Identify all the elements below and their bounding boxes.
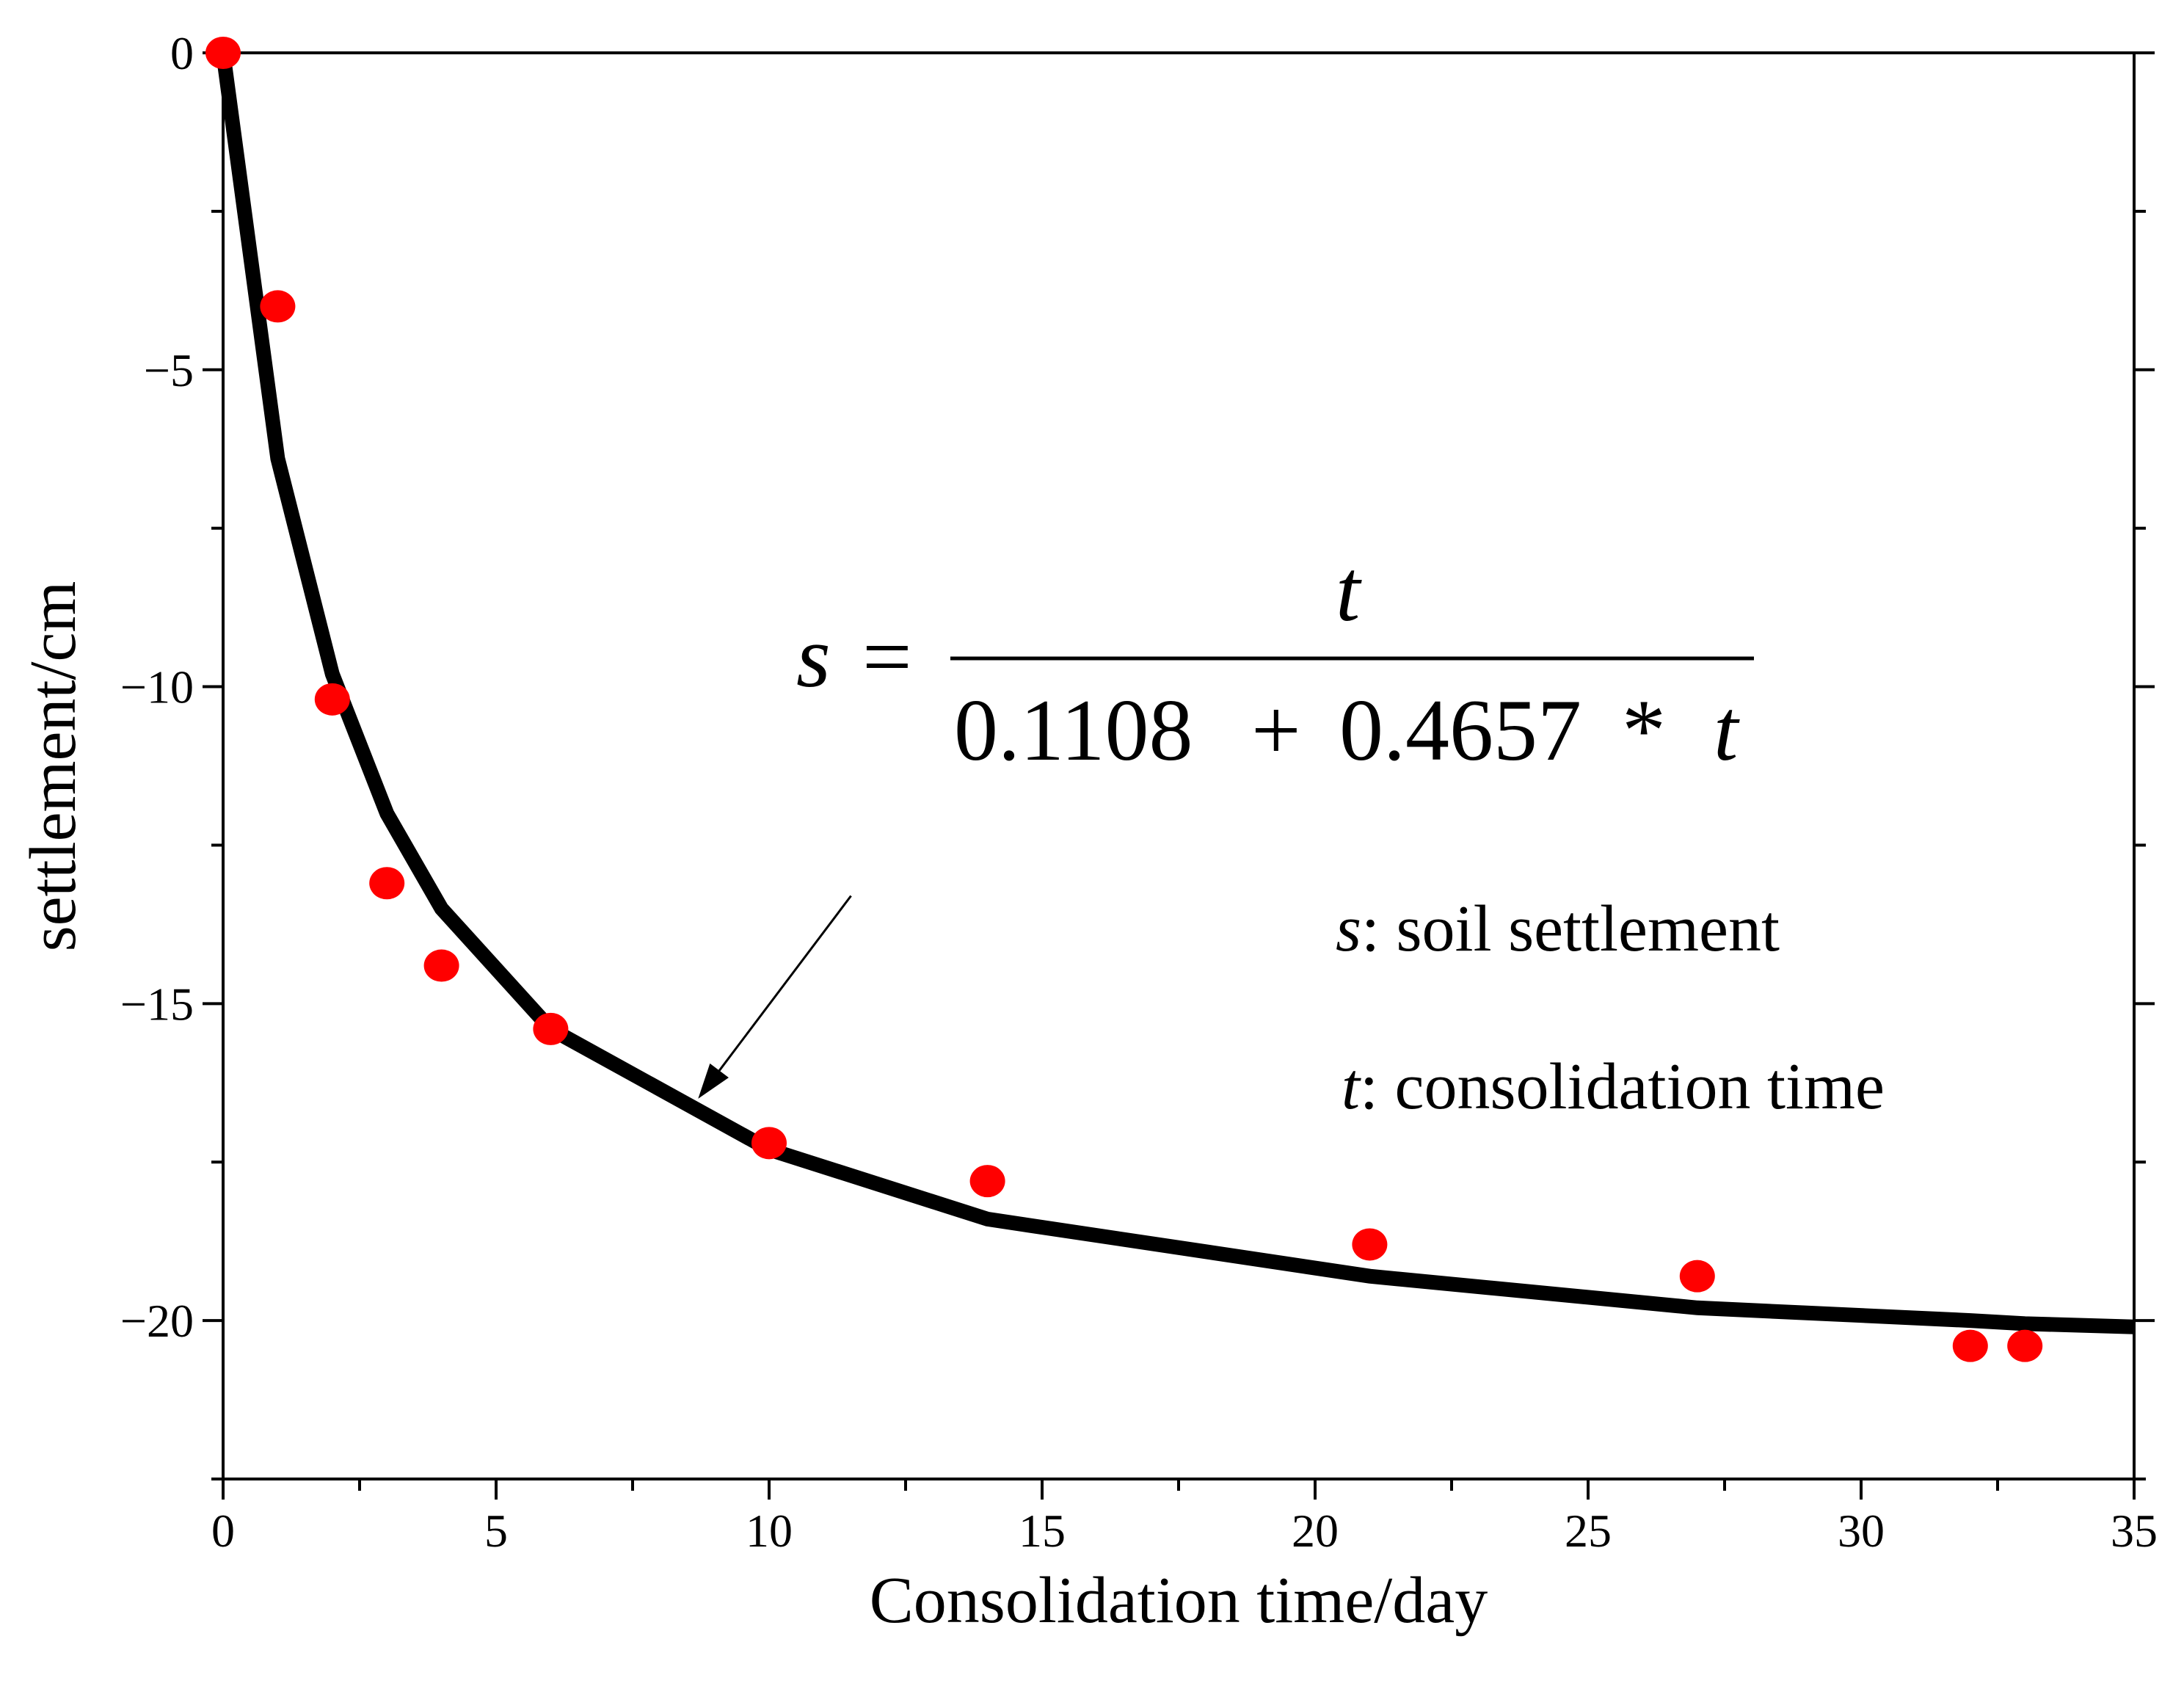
x-tick-label: 25 bbox=[1565, 1505, 1612, 1557]
y-tick-label: −20 bbox=[120, 1295, 194, 1347]
y-tick-label: −15 bbox=[120, 978, 194, 1030]
legend-s-text: : soil settlement bbox=[1361, 893, 1780, 965]
axis-tick-labels: 0 5 10 15 20 25 30 35 0 −5 −10 −15 −20 bbox=[120, 27, 2158, 1557]
x-tick-label: 35 bbox=[2111, 1505, 2158, 1557]
x-axis-title: Consolidation time/day bbox=[870, 1564, 1488, 1637]
legend-line-t: t: consolidation time bbox=[1342, 1050, 1885, 1123]
data-point bbox=[969, 1165, 1005, 1198]
data-point bbox=[314, 683, 350, 716]
equation-times: * bbox=[1622, 681, 1666, 779]
legend-line-s: s: soil settlement bbox=[1336, 893, 1780, 965]
data-point bbox=[2007, 1329, 2043, 1362]
x-tick-label: 15 bbox=[1019, 1505, 1066, 1557]
legend-t-text: : consolidation time bbox=[1360, 1050, 1885, 1123]
fit-equation: s = t 0.1108 + 0.4657 * t bbox=[796, 542, 1754, 779]
x-tick-label: 20 bbox=[1292, 1505, 1339, 1557]
equation-denominator-var: t bbox=[1714, 681, 1740, 779]
equation-denominator-b: 0.4657 bbox=[1339, 681, 1581, 779]
equation-equals: = bbox=[862, 608, 912, 705]
annotation-arrowhead bbox=[698, 1063, 729, 1099]
equation-denominator-a: 0.1108 bbox=[954, 681, 1193, 779]
y-axis-title: settlement/cm bbox=[17, 581, 90, 952]
equation-plus: + bbox=[1251, 681, 1301, 779]
data-point bbox=[751, 1127, 787, 1160]
axis-ticks bbox=[203, 51, 2155, 1500]
data-point bbox=[1679, 1260, 1715, 1293]
data-point bbox=[1952, 1329, 1988, 1362]
legend-t-var: t bbox=[1342, 1050, 1361, 1123]
data-point bbox=[369, 867, 405, 900]
y-tick-label: 0 bbox=[170, 27, 194, 79]
equation-numerator: t bbox=[1336, 542, 1362, 639]
x-tick-label: 0 bbox=[211, 1505, 235, 1557]
data-point bbox=[533, 1012, 569, 1045]
x-tick-label: 5 bbox=[484, 1505, 508, 1557]
y-tick-label: −10 bbox=[120, 661, 194, 713]
annotation-arrow bbox=[718, 895, 852, 1072]
variable-legend: s: soil settlement t: consolidation time bbox=[1336, 893, 1885, 1123]
data-point bbox=[260, 290, 296, 323]
data-point bbox=[1352, 1228, 1388, 1261]
y-tick-label: −5 bbox=[144, 344, 194, 396]
equation-denominator: 0.1108 + 0.4657 * t bbox=[954, 681, 1740, 779]
measured-points bbox=[205, 37, 2043, 1362]
data-point bbox=[205, 37, 241, 69]
data-point bbox=[423, 949, 459, 982]
legend-s-var: s bbox=[1336, 893, 1361, 965]
x-tick-label: 10 bbox=[746, 1505, 793, 1557]
x-tick-label: 30 bbox=[1838, 1505, 1885, 1557]
equation-lhs-var: s bbox=[796, 608, 831, 705]
